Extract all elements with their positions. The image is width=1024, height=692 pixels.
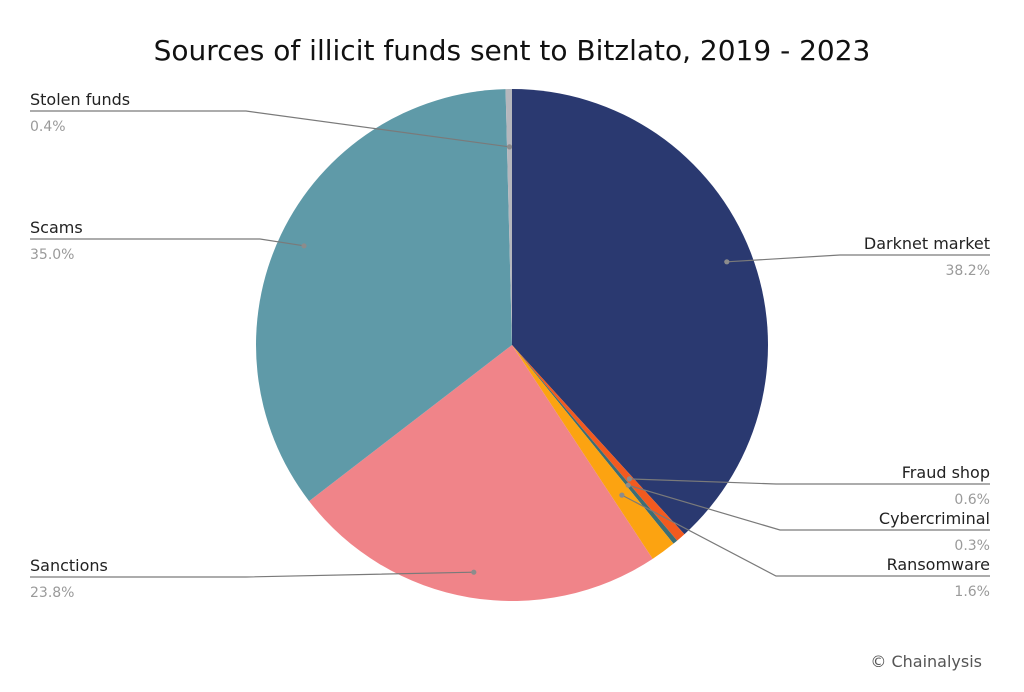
leader-line-stolen-funds	[30, 110, 510, 148]
chart-title: Sources of illicit funds sent to Bitzlat…	[154, 34, 871, 67]
leader-dot-fraud-shop	[626, 476, 633, 482]
leader-line-darknet-market	[726, 254, 990, 263]
leader-dot-darknet-market	[724, 259, 730, 265]
slice-ransomware	[512, 345, 674, 559]
value-label-scams: 35.0%	[30, 247, 74, 263]
label-cybercriminal: Cybercriminal	[879, 509, 990, 528]
chainalysis-credit: © Chainalysis	[870, 652, 982, 671]
slice-darknet-market	[512, 89, 769, 535]
slice-stolen-funds	[505, 88, 512, 345]
value-label-darknet-market: 38.2%	[946, 263, 990, 279]
value-label-sanctions: 23.8%	[30, 585, 74, 601]
leader-dot-cybercriminal	[625, 482, 631, 488]
label-fraud-shop: Fraud shop	[902, 463, 990, 482]
slice-scams	[256, 89, 512, 502]
slice-fraud-shop	[512, 345, 685, 541]
slice-cybercriminal	[512, 345, 678, 544]
leader-line-ransomware	[621, 494, 990, 577]
label-scams: Scams	[30, 218, 83, 237]
label-darknet-market: Darknet market	[864, 234, 990, 253]
leader-line-fraud-shop	[629, 478, 990, 485]
value-label-ransomware: 1.6%	[954, 584, 990, 600]
leader-line-cybercriminal	[628, 484, 990, 531]
label-sanctions: Sanctions	[30, 556, 108, 575]
label-ransomware: Ransomware	[887, 555, 990, 574]
slice-sanctions	[309, 345, 653, 601]
value-label-fraud-shop: 0.6%	[954, 492, 990, 508]
value-label-cybercriminal: 0.3%	[954, 538, 990, 554]
leader-dot-sanctions	[471, 569, 477, 575]
value-label-stolen-funds: 0.4%	[30, 119, 66, 135]
leader-dot-stolen-funds	[506, 144, 513, 150]
label-stolen-funds: Stolen funds	[30, 90, 130, 109]
leader-line-scams	[30, 238, 305, 247]
leader-dot-scams	[301, 243, 307, 249]
leader-dot-ransomware	[619, 492, 625, 498]
leader-line-sanctions	[30, 571, 474, 578]
